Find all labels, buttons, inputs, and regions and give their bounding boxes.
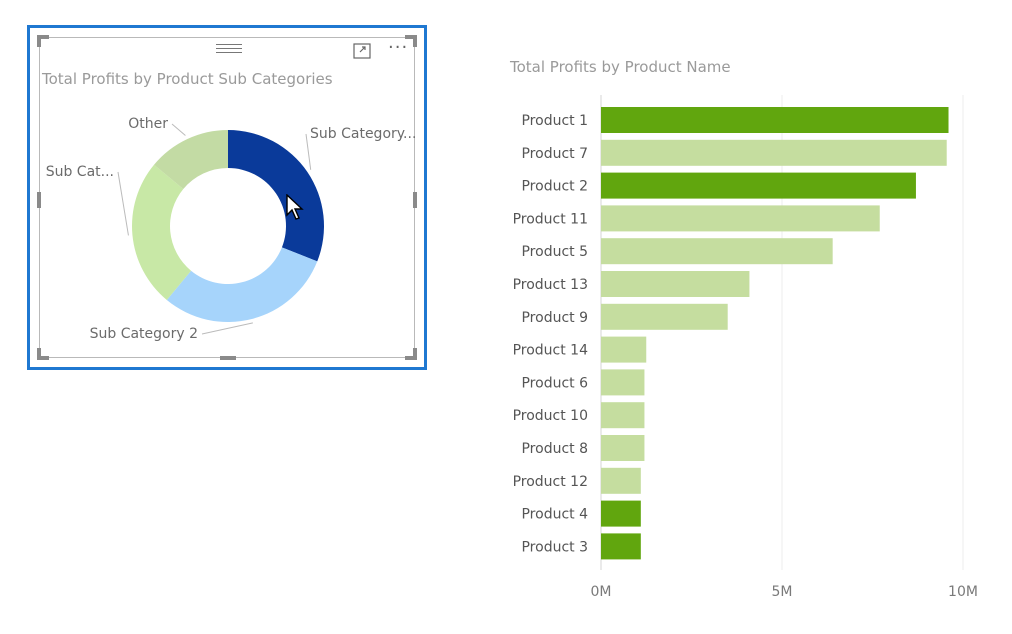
bar-product-13[interactable]	[601, 271, 750, 297]
bar-product-12[interactable]	[601, 467, 641, 494]
bar-product-9[interactable]	[601, 303, 728, 330]
donut-label-sub-category-2: Sub Category 2	[90, 326, 198, 342]
focus-mode-icon[interactable]	[353, 43, 371, 59]
donut-leader-line	[305, 133, 312, 170]
y-category-label: Product 8	[521, 441, 588, 457]
bar-product-14[interactable]	[601, 336, 647, 363]
bar-product-4[interactable]	[601, 500, 641, 527]
donut-leader-line	[201, 322, 253, 335]
y-category-label: Product 4	[521, 507, 588, 523]
y-category-label: Product 6	[521, 375, 588, 391]
resize-handle-top-left[interactable]	[37, 35, 49, 39]
donut-leader-line	[117, 171, 129, 236]
resize-handle-left[interactable]	[37, 192, 41, 208]
resize-handle-top-left-v[interactable]	[37, 35, 41, 47]
x-tick-label: 0M	[591, 584, 612, 600]
y-category-label: Product 14	[513, 343, 589, 359]
bar-product-6[interactable]	[601, 369, 645, 396]
donut-slice-sub-category[interactable]	[228, 130, 324, 262]
bar-product-2[interactable]	[601, 172, 916, 199]
resize-handle-top-right[interactable]	[405, 35, 417, 39]
resize-handle-bottom[interactable]	[220, 356, 236, 360]
y-category-label: Product 5	[521, 244, 588, 260]
resize-handle-bottom-right-v[interactable]	[413, 348, 417, 360]
donut-visual-container[interactable]: ··· Total Profits by Product Sub Categor…	[27, 25, 427, 370]
y-category-label: Product 10	[513, 408, 588, 424]
y-category-label: Product 9	[521, 310, 588, 326]
resize-handle-bottom-right[interactable]	[405, 356, 417, 360]
resize-handle-bottom-left[interactable]	[37, 356, 49, 360]
y-category-label: Product 2	[521, 179, 588, 195]
resize-handle-bottom-left-v[interactable]	[37, 348, 41, 360]
y-category-label: Product 13	[513, 277, 588, 293]
bar-product-8[interactable]	[601, 435, 645, 461]
resize-handle-top-right-v[interactable]	[413, 35, 417, 47]
donut-chart[interactable]: Sub Category... Sub Category 2 Sub Cat... O…	[30, 28, 424, 367]
y-category-label: Product 7	[521, 146, 588, 162]
bar-product-3[interactable]	[601, 533, 641, 560]
donut-slice-sub-cat[interactable]	[132, 164, 192, 300]
drag-grip-icon[interactable]	[216, 44, 242, 56]
bar-product-7[interactable]	[601, 139, 947, 166]
more-options-icon[interactable]: ···	[388, 37, 409, 58]
y-category-label: Product 12	[513, 474, 588, 490]
bar-product-11[interactable]	[601, 205, 880, 232]
mouse-cursor-icon	[286, 194, 304, 220]
donut-chart-title: Total Profits by Product Sub Categories	[42, 70, 333, 88]
bar-chart-title: Total Profits by Product Name	[510, 58, 731, 76]
bar-product-5[interactable]	[601, 238, 833, 265]
donut-label-sub-cat: Sub Cat...	[46, 164, 114, 180]
bar-chart[interactable]: 0M 5M 10M Product 1 Product 7 Product 2 Produc…	[490, 90, 990, 610]
donut-label-other: Other	[128, 116, 168, 132]
bar-product-10[interactable]	[601, 402, 645, 429]
donut-leader-line	[171, 123, 186, 136]
donut-slice-other[interactable]	[154, 130, 228, 190]
x-tick-label: 10M	[948, 584, 978, 600]
bar-product-1[interactable]	[601, 107, 949, 133]
donut-label-sub-category: Sub Category...	[310, 126, 416, 142]
resize-handle-right[interactable]	[413, 192, 417, 208]
y-category-label: Product 1	[521, 113, 588, 129]
y-category-label: Product 3	[521, 539, 588, 555]
x-tick-label: 5M	[772, 584, 793, 600]
donut-slice-sub-category-2[interactable]	[166, 247, 318, 322]
y-category-label: Product 11	[513, 211, 588, 227]
